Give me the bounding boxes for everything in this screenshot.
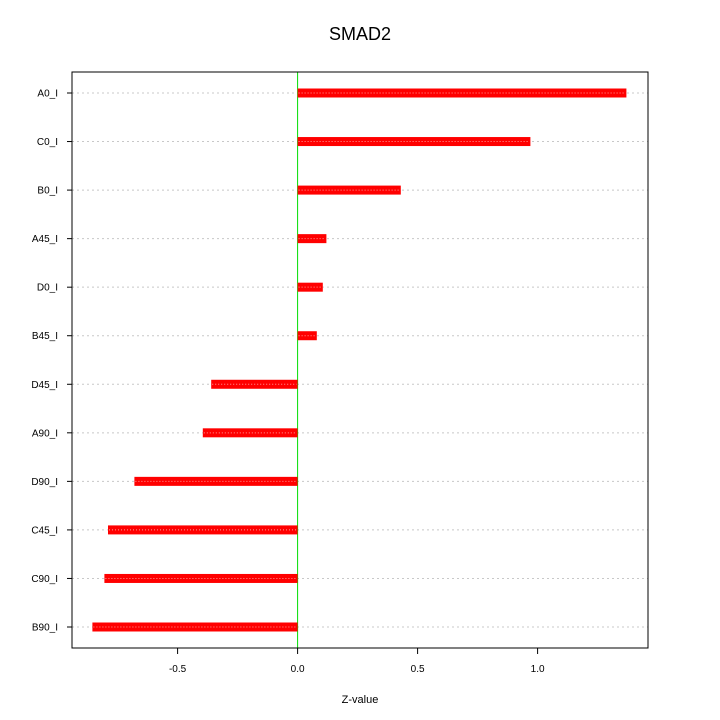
bar-fill bbox=[297, 234, 327, 244]
y-tick-label: C45_I bbox=[31, 525, 58, 536]
y-tick-label: A0_I bbox=[37, 89, 58, 100]
y-tick-label: B0_I bbox=[37, 186, 58, 197]
bar-fill bbox=[297, 282, 323, 292]
chart-title: SMAD2 bbox=[329, 24, 391, 44]
y-tick-label: C0_I bbox=[37, 137, 58, 148]
y-tick-label: C90_I bbox=[31, 574, 58, 585]
bars bbox=[92, 88, 627, 632]
bar bbox=[211, 379, 298, 389]
bar-fill bbox=[297, 185, 401, 195]
bar bbox=[202, 428, 298, 438]
bar bbox=[297, 234, 327, 244]
y-tick-label: D45_I bbox=[31, 380, 58, 391]
bar-fill bbox=[297, 88, 627, 98]
bar-fill bbox=[297, 137, 531, 147]
y-tick-label: D0_I bbox=[37, 283, 58, 294]
x-axis: -0.5 0.0 0.5 1.0 bbox=[169, 648, 545, 675]
y-axis: A0_I C0_I B0_I A45_I D0_I B45_I D45_I A90_I D90_… bbox=[31, 89, 72, 634]
grid-lines bbox=[72, 92, 648, 628]
x-axis-title: Z-value bbox=[342, 694, 379, 706]
bar bbox=[297, 185, 401, 195]
bar bbox=[104, 573, 298, 583]
bar bbox=[297, 331, 317, 341]
x-tick-label: 0.0 bbox=[291, 664, 305, 675]
bar-fill bbox=[297, 331, 317, 341]
bar bbox=[297, 137, 531, 147]
y-tick-label: A45_I bbox=[32, 234, 58, 245]
y-tick-label: D90_I bbox=[31, 477, 58, 488]
plot-frame bbox=[71, 71, 649, 649]
y-tick-label: B45_I bbox=[32, 331, 58, 342]
bar bbox=[134, 476, 298, 486]
y-tick-label: B90_I bbox=[32, 623, 58, 634]
bar-fill bbox=[104, 573, 298, 583]
bar bbox=[297, 88, 627, 98]
x-tick-label: 0.5 bbox=[411, 664, 425, 675]
bar-fill bbox=[202, 428, 298, 438]
bar-fill bbox=[92, 622, 298, 632]
x-tick-label: -0.5 bbox=[169, 664, 187, 675]
bar-fill bbox=[134, 476, 298, 486]
x-tick-label: 1.0 bbox=[531, 664, 545, 675]
bar bbox=[297, 282, 323, 292]
bar bbox=[108, 525, 298, 535]
bar bbox=[92, 622, 298, 632]
y-tick-label: A90_I bbox=[32, 428, 58, 439]
